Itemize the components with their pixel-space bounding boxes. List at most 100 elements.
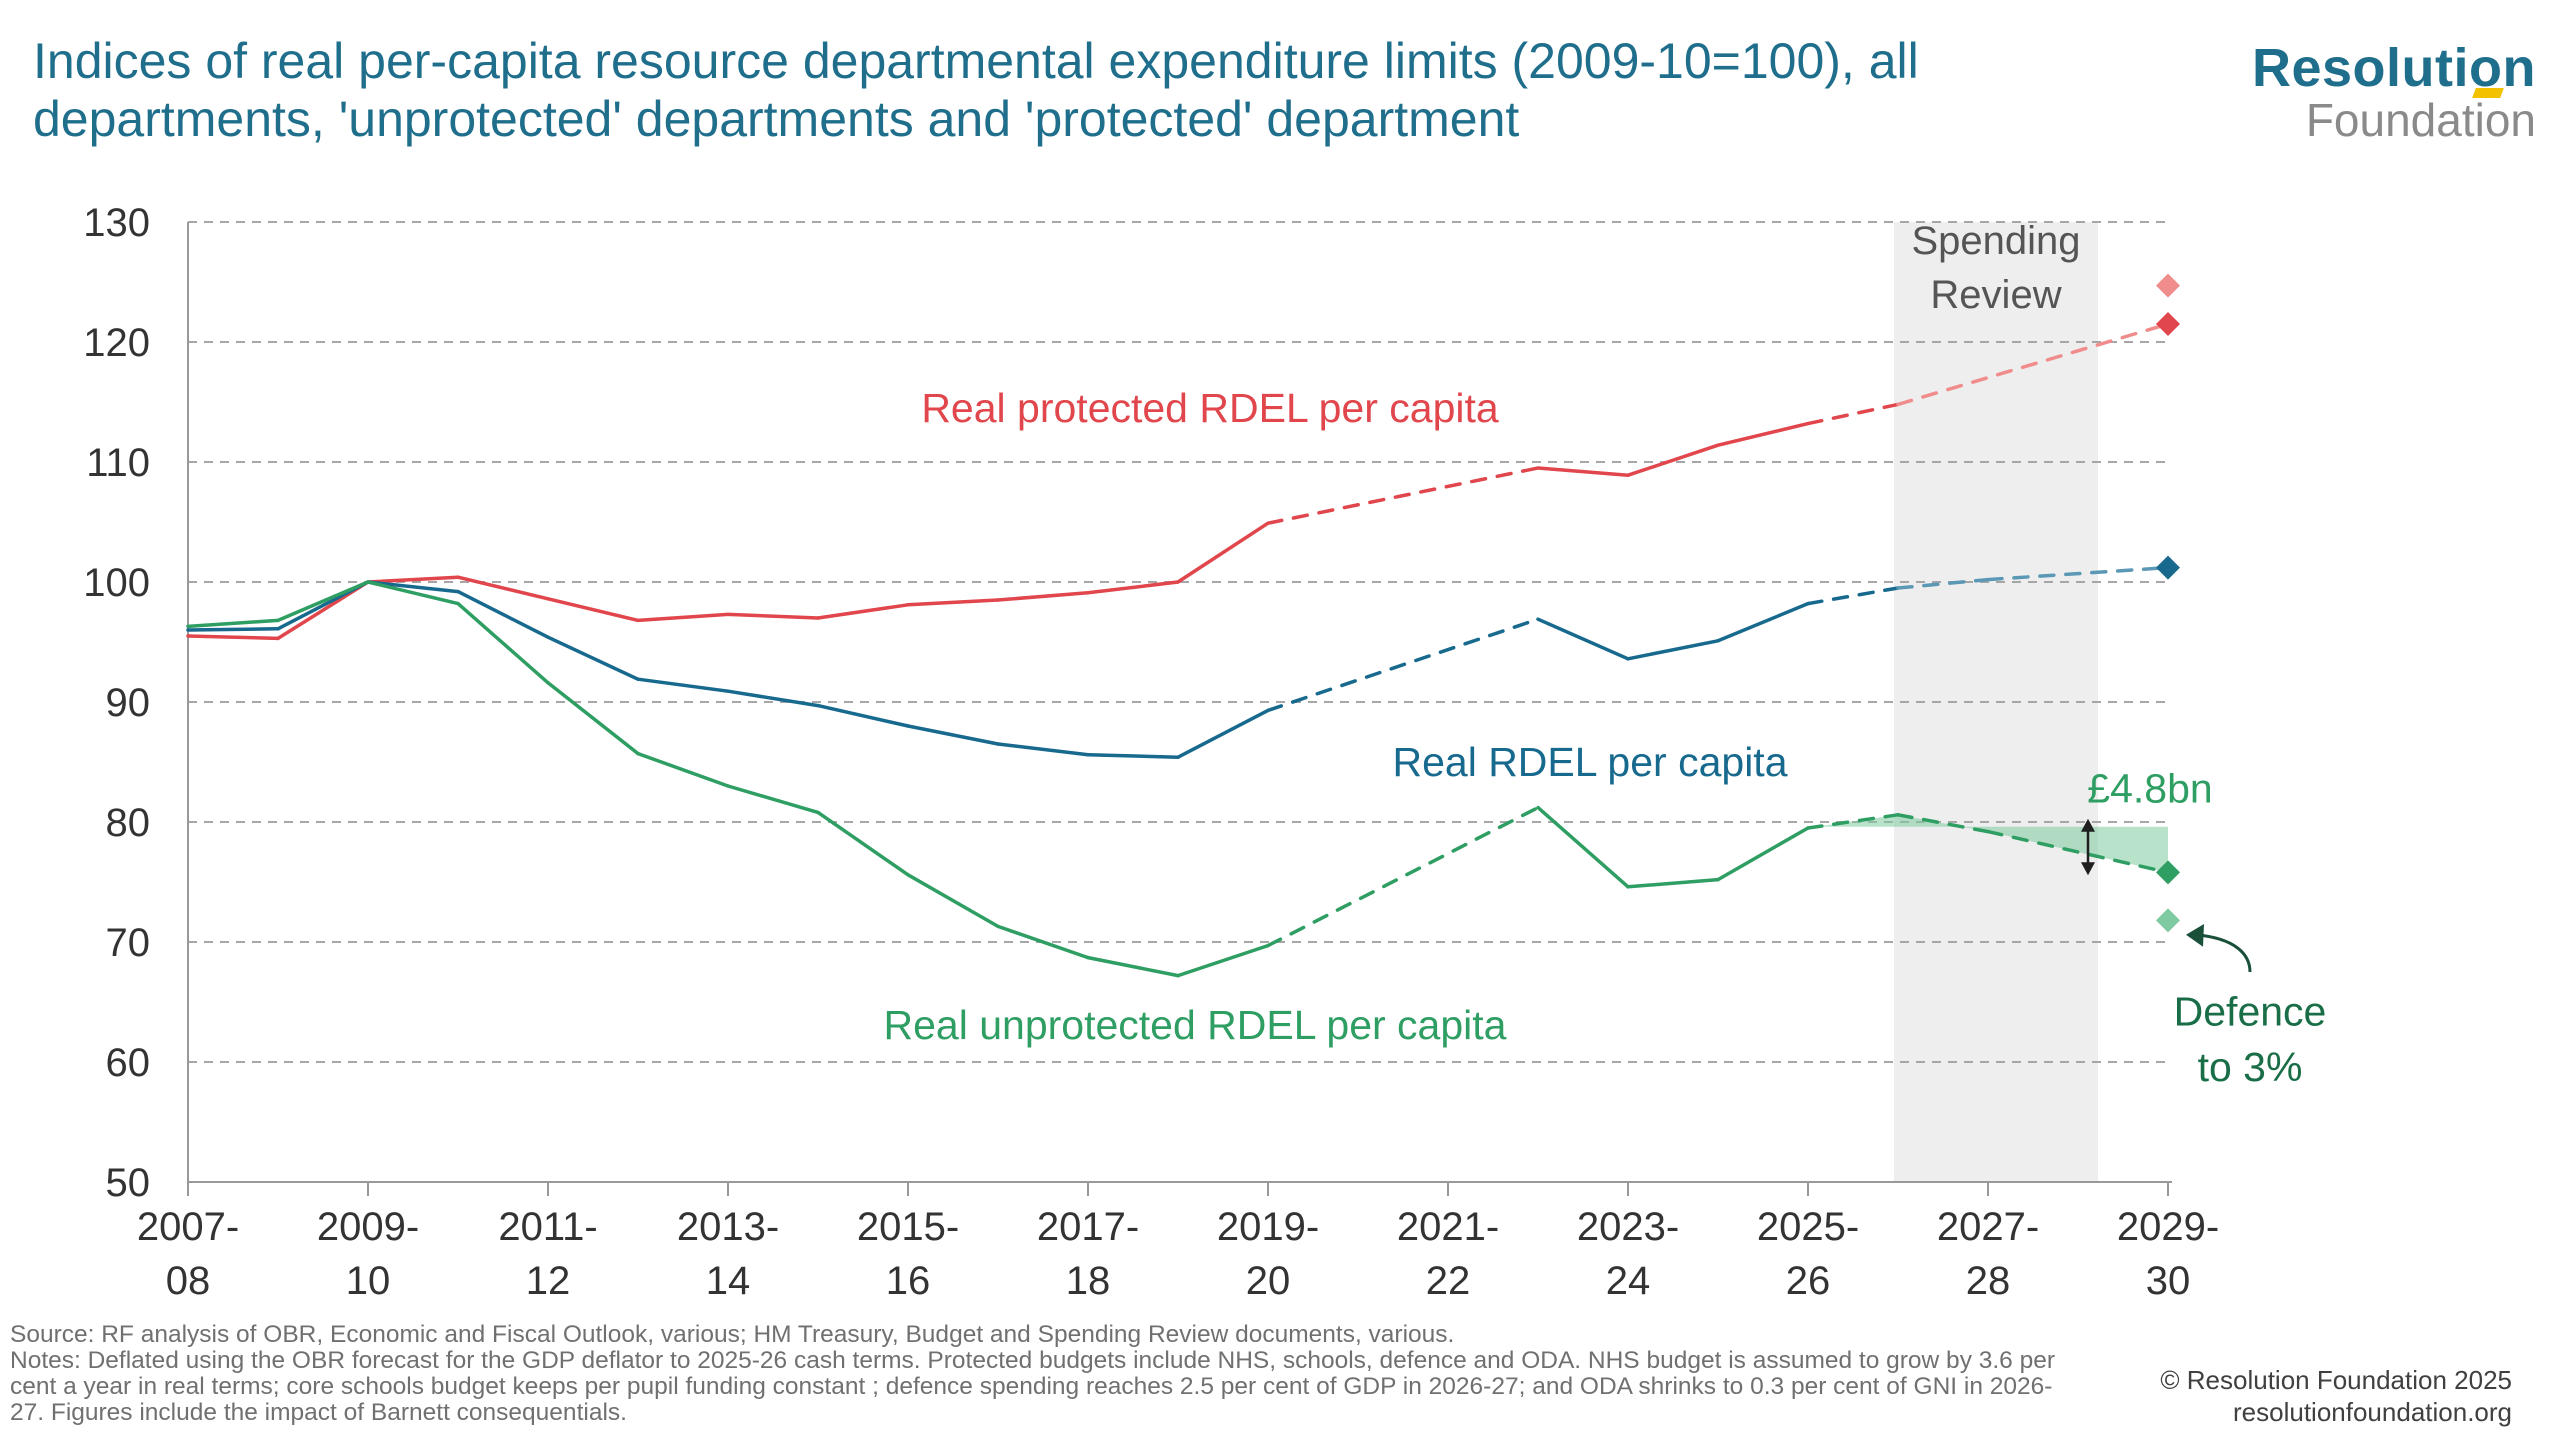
series-segment	[456, 601, 550, 685]
series-segment	[1986, 565, 2170, 582]
series-segment	[546, 635, 640, 681]
gap-band-layer	[1808, 814, 2168, 873]
x-tick-label: 20	[1246, 1259, 1291, 1303]
x-tick-label: 26	[1786, 1259, 1831, 1303]
x-tick-label: 2029-	[2117, 1205, 2219, 1249]
series-lines	[186, 322, 2170, 978]
series-all-departments	[186, 565, 2170, 759]
label-unprotected: Real unprotected RDEL per capita	[884, 1002, 1507, 1048]
x-tick-label: 2023-	[1577, 1205, 1679, 1249]
y-tick-label: 110	[86, 441, 150, 485]
series-segment	[636, 612, 730, 623]
series-segment	[996, 591, 1090, 602]
series-segment	[1536, 466, 1630, 477]
x-tick-label: 2019-	[1217, 1205, 1319, 1249]
x-tick-label: 18	[1066, 1259, 1111, 1303]
copyright-block: © Resolution Foundation 2025 resolutionf…	[2160, 1364, 2512, 1428]
series-segment	[996, 924, 1090, 960]
series-segment	[906, 598, 1000, 607]
spending-review-label: Spending	[1911, 219, 2080, 263]
logo-sub-text: Foundation	[2305, 94, 2536, 146]
series-segment	[1176, 521, 1270, 584]
series-segment	[186, 627, 280, 632]
x-tick-label: 2021-	[1397, 1205, 1499, 1249]
series-segment	[1986, 829, 2170, 875]
x-tick-label: 2007-	[137, 1205, 239, 1249]
y-tick-label: 50	[106, 1161, 151, 1205]
series-segment	[1626, 639, 1720, 661]
resolution-foundation-logo: Resolution Foundation	[2252, 40, 2536, 144]
series-segment	[1806, 402, 1900, 426]
chart-title: Indices of real per-capita resource depa…	[33, 33, 1919, 147]
website-text: resolutionfoundation.org	[2233, 1397, 2512, 1427]
end-marker-diamond	[2156, 860, 2180, 885]
series-segment	[1896, 813, 1990, 834]
x-tick-label: 2011-	[498, 1205, 597, 1249]
series-segment	[726, 784, 820, 815]
line-chart: 50 60 70 80 90 100 110 120 130 2007- 08 2009- 10 2011…	[83, 201, 2327, 1303]
series-segment	[1086, 580, 1180, 595]
series-segment	[1716, 421, 1810, 447]
series-segment	[1266, 466, 1540, 525]
label-protected: Real protected RDEL per capita	[921, 385, 1499, 431]
series-segment	[1176, 943, 1270, 978]
y-tick-label: 60	[106, 1041, 151, 1085]
gap-band	[1808, 814, 2168, 873]
x-tick-label: 2025-	[1757, 1205, 1859, 1249]
series-segment	[366, 575, 460, 584]
x-tick-label: 12	[526, 1259, 571, 1303]
series-segment	[546, 597, 640, 623]
series-segment	[1266, 805, 1540, 948]
series-segment	[1806, 586, 1900, 606]
defence-arrow-head	[2186, 924, 2204, 947]
series-segment	[1806, 813, 1900, 830]
series-segment	[1176, 708, 1270, 759]
x-tick-label: 14	[706, 1259, 751, 1303]
series-protected	[186, 322, 2170, 641]
series-segment	[906, 724, 1000, 746]
series-segment	[456, 575, 550, 601]
logo-main-text: Resolution	[2252, 38, 2536, 98]
end-marker-diamond	[2156, 555, 2180, 580]
series-segment	[816, 603, 910, 620]
x-tick-label: 24	[1606, 1259, 1651, 1303]
notes-text: Notes: Deflated using the OBR forecast f…	[10, 1347, 2056, 1426]
series-segment	[636, 751, 730, 788]
source-note: Source: RF analysis of OBR, Economic and…	[10, 1321, 1455, 1348]
series-segment	[726, 689, 820, 708]
y-tick-label: 130	[83, 201, 150, 245]
x-tick-label: 2027-	[1937, 1205, 2039, 1249]
series-segment	[996, 742, 1090, 757]
x-tick-label: 22	[1426, 1259, 1471, 1303]
y-tick-label: 100	[83, 561, 150, 605]
series-segment	[1266, 617, 1540, 713]
x-tick-label: 2017-	[1037, 1205, 1139, 1249]
x-tick-label: 08	[166, 1259, 211, 1303]
x-tick-label: 2013-	[677, 1205, 779, 1249]
series-segment	[1626, 443, 1720, 477]
series-segment	[1086, 753, 1180, 759]
gap-arrow-head-down	[2081, 862, 2095, 876]
end-marker-diamond	[2156, 312, 2180, 336]
series-segment	[1896, 577, 1990, 590]
defence-arrow	[2195, 933, 2252, 973]
x-tick-label: 10	[346, 1259, 391, 1303]
copyright-text: © Resolution Foundation 2025	[2160, 1365, 2512, 1395]
series-segment	[726, 612, 820, 620]
series-segment	[456, 589, 550, 639]
series-segment	[906, 873, 1000, 929]
label-defence: Defence	[2174, 989, 2327, 1035]
annotations: Spending Review Real protected RDEL per ca…	[884, 219, 2327, 1090]
series-segment	[636, 677, 730, 693]
series-segment	[816, 703, 910, 728]
x-tick-label: 16	[886, 1259, 931, 1303]
end-marker-diamond	[2156, 273, 2180, 298]
series-segment	[1716, 601, 1810, 643]
axes: 50 60 70 80 90 100 110 120 130 2007- 08 2009- 10 2011…	[83, 201, 2219, 1303]
series-segment	[1536, 805, 1630, 889]
y-tick-label: 80	[106, 801, 151, 845]
series-segment	[816, 810, 910, 877]
gridlines	[188, 221, 2172, 1063]
gap-arrow-head-up	[2081, 818, 2095, 832]
end-markers	[2156, 273, 2180, 933]
